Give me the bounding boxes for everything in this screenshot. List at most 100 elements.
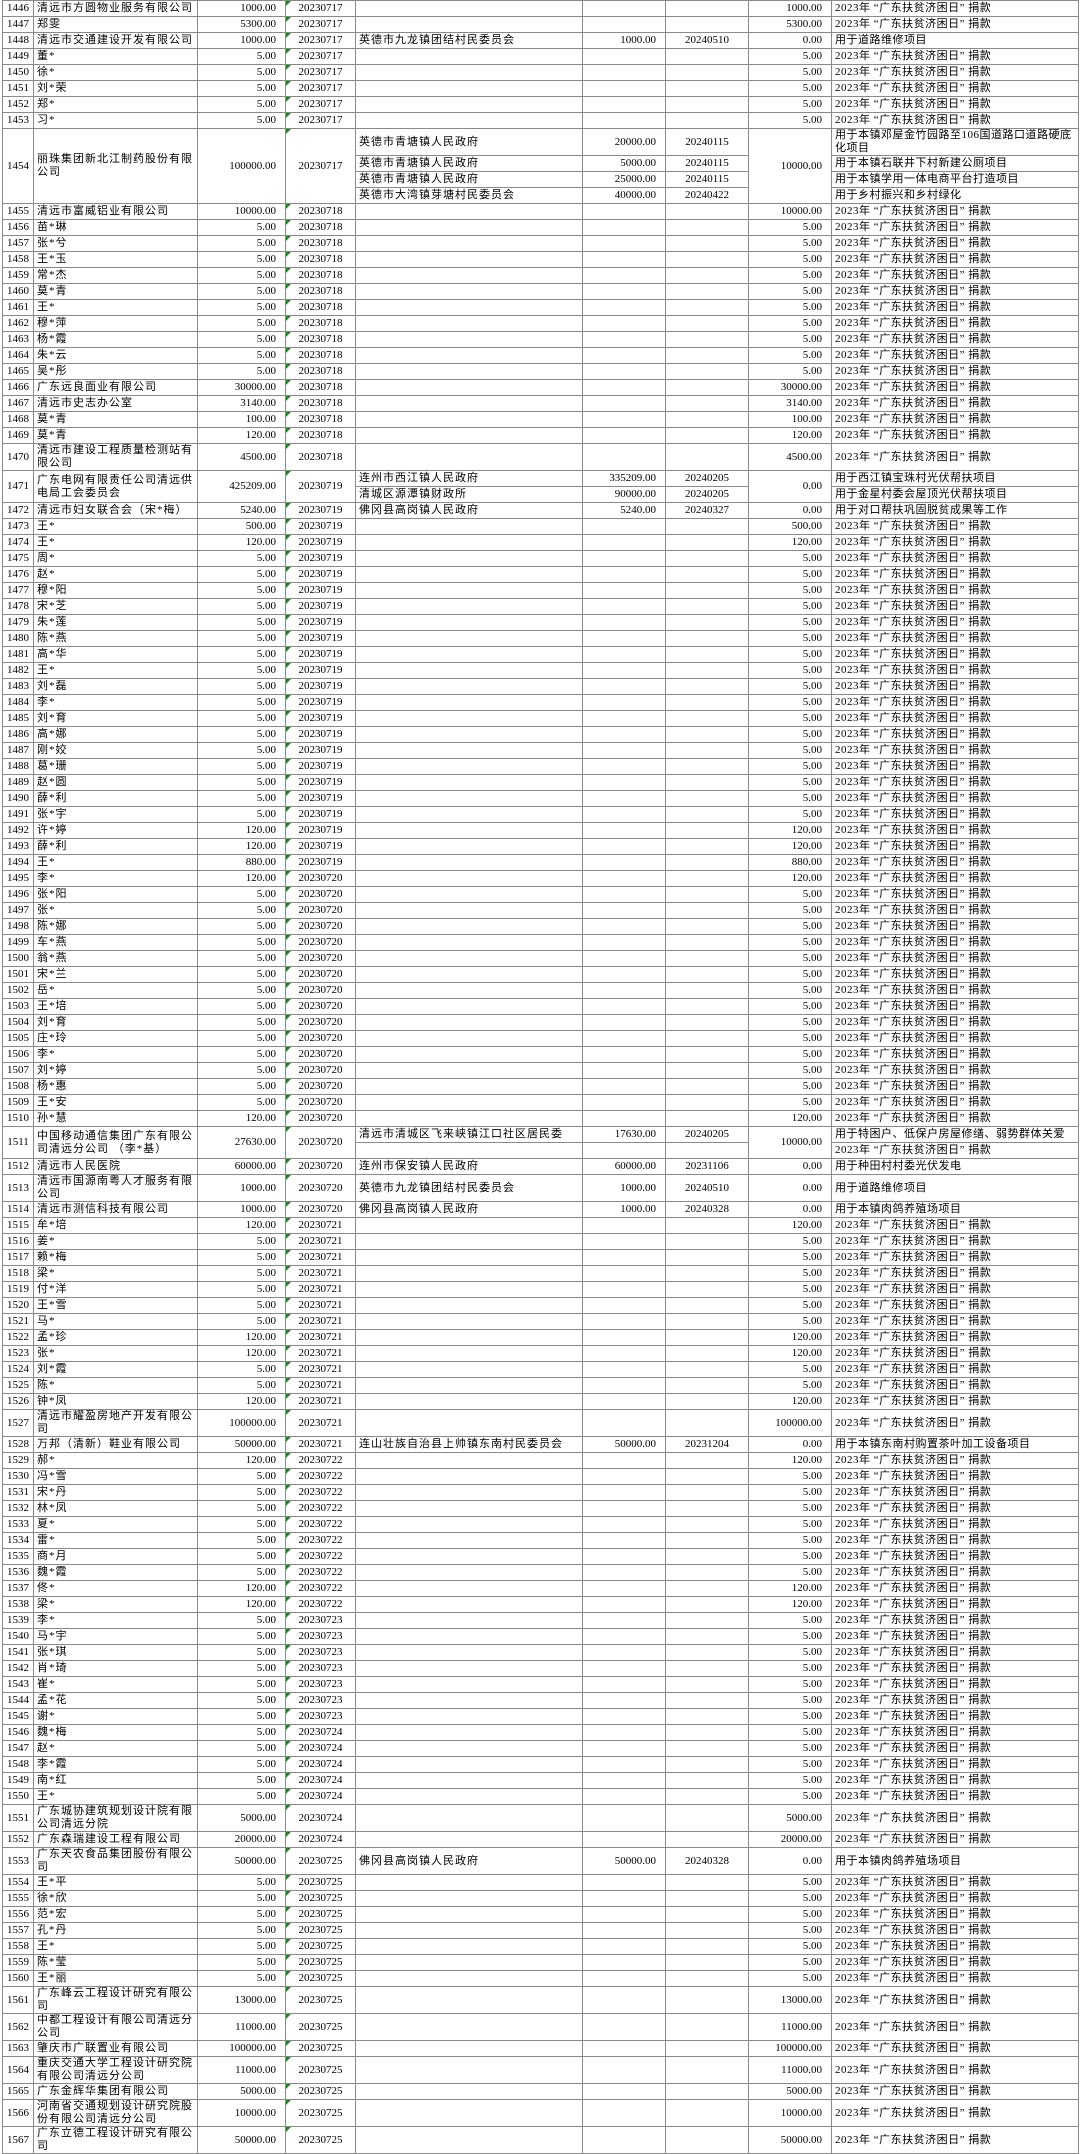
cell-donor[interactable]: 王* — [33, 854, 198, 871]
cell-donation-date[interactable]: 20230719 — [285, 518, 356, 535]
cell-seq[interactable]: 1535 — [2, 1548, 34, 1565]
cell-alloc-date[interactable] — [665, 1970, 749, 1987]
cell-alloc-date[interactable] — [665, 1265, 749, 1282]
cell-balance[interactable]: 5.00 — [748, 1014, 832, 1031]
cell-recipient[interactable] — [355, 1564, 583, 1581]
cell-donor[interactable]: 广东城协建筑规划设计院有限公司清远分院 — [33, 1804, 198, 1832]
cell-alloc-amount[interactable] — [582, 1564, 666, 1581]
cell-purpose[interactable]: 2023年 “广东扶贫济困日” 捐款 — [831, 1772, 1079, 1789]
cell-alloc-amount[interactable] — [582, 80, 666, 97]
cell-donation-amount[interactable]: 120.00 — [197, 534, 286, 551]
cell-donation-amount[interactable]: 10000.00 — [197, 203, 286, 220]
cell-seq[interactable]: 1553 — [2, 1847, 34, 1875]
cell-seq[interactable]: 1448 — [2, 32, 34, 49]
cell-recipient[interactable] — [355, 518, 583, 535]
cell-donation-date[interactable]: 20230725 — [285, 2040, 356, 2057]
cell-purpose[interactable]: 2023年 “广东扶贫济困日” 捐款 — [831, 934, 1079, 951]
cell-seq[interactable]: 1567 — [2, 2126, 34, 2154]
cell-seq[interactable]: 1456 — [2, 219, 34, 236]
cell-donor[interactable]: 朱*云 — [33, 347, 198, 364]
cell-alloc-date[interactable] — [665, 1500, 749, 1517]
cell-purpose[interactable]: 用于对口帮扶巩固脱贫成果等工作 — [831, 502, 1079, 519]
cell-seq[interactable]: 1491 — [2, 806, 34, 823]
cell-alloc-date[interactable] — [665, 1014, 749, 1031]
cell-recipient[interactable] — [355, 1345, 583, 1362]
cell-balance[interactable]: 5.00 — [748, 1377, 832, 1394]
cell-alloc-amount[interactable] — [582, 1676, 666, 1693]
cell-alloc-amount[interactable] — [582, 1062, 666, 1079]
cell-donation-amount[interactable]: 27630.00 — [197, 1126, 286, 1159]
cell-alloc-date[interactable] — [665, 550, 749, 567]
cell-donation-amount[interactable]: 5.00 — [197, 1922, 286, 1939]
cell-seq[interactable]: 1495 — [2, 870, 34, 887]
cell-donation-date[interactable]: 20230717 — [285, 16, 356, 33]
cell-alloc-amount[interactable] — [582, 1788, 666, 1805]
cell-donation-amount[interactable]: 120.00 — [197, 822, 286, 839]
cell-donation-amount[interactable]: 5.00 — [197, 998, 286, 1015]
cell-balance[interactable]: 5.00 — [748, 1233, 832, 1250]
cell-donation-amount[interactable]: 5.00 — [197, 1660, 286, 1677]
cell-alloc-amount[interactable] — [582, 1644, 666, 1661]
cell-donor[interactable]: 清远市富威铝业有限公司 — [33, 203, 198, 220]
cell-purpose[interactable]: 2023年 “广东扶贫济困日” 捐款 — [831, 742, 1079, 759]
cell-seq[interactable]: 1493 — [2, 838, 34, 855]
cell-purpose[interactable]: 2023年 “广东扶贫济困日” 捐款 — [831, 251, 1079, 268]
cell-balance[interactable]: 5000.00 — [748, 1804, 832, 1832]
cell-purpose[interactable]: 2023年 “广东扶贫济困日” 捐款 — [831, 1954, 1079, 1971]
cell-purpose[interactable]: 2023年 “广东扶贫济困日” 捐款 — [831, 662, 1079, 679]
cell-donor[interactable]: 清远市耀盈房地产开发有限公司 — [33, 1409, 198, 1437]
cell-seq[interactable]: 1552 — [2, 1831, 34, 1848]
cell-donor[interactable]: 李* — [33, 870, 198, 887]
cell-donor[interactable]: 广东立德工程设计研究有限公司 — [33, 2126, 198, 2154]
cell-donor[interactable]: 张*阳 — [33, 886, 198, 903]
cell-donation-amount[interactable]: 120.00 — [197, 1345, 286, 1362]
cell-donation-date[interactable]: 20230720 — [285, 1062, 356, 1079]
cell-donation-date[interactable]: 20230718 — [285, 283, 356, 300]
cell-alloc-date[interactable] — [665, 534, 749, 551]
cell-donation-date[interactable]: 20230717 — [285, 96, 356, 113]
cell-donation-amount[interactable]: 5.00 — [197, 646, 286, 663]
cell-alloc-amount[interactable] — [582, 2040, 666, 2057]
cell-donation-date[interactable]: 20230723 — [285, 1692, 356, 1709]
cell-donation-date[interactable]: 20230719 — [285, 790, 356, 807]
cell-purpose[interactable]: 2023年 “广东扶贫济困日” 捐款 — [831, 1377, 1079, 1394]
cell-donation-date[interactable]: 20230719 — [285, 758, 356, 775]
cell-purpose[interactable]: 2023年 “广东扶贫济困日” 捐款 — [831, 395, 1079, 412]
cell-recipient[interactable] — [355, 854, 583, 871]
cell-seq[interactable]: 1465 — [2, 363, 34, 380]
cell-purpose[interactable]: 用于本镇石联井下村新建公厕项目 — [831, 155, 1079, 172]
cell-seq[interactable]: 1460 — [2, 283, 34, 300]
cell-donation-date[interactable]: 20230719 — [285, 646, 356, 663]
cell-alloc-date[interactable] — [665, 315, 749, 332]
cell-donation-amount[interactable]: 5.00 — [197, 742, 286, 759]
cell-purpose[interactable]: 2023年 “广东扶贫济困日” 捐款 — [831, 1938, 1079, 1955]
cell-seq[interactable]: 1533 — [2, 1516, 34, 1533]
cell-donation-amount[interactable]: 5.00 — [197, 1772, 286, 1789]
cell-balance[interactable]: 10000.00 — [748, 128, 832, 204]
cell-donor[interactable]: 清远市国源南粤人才服务有限公司 — [33, 1174, 198, 1202]
cell-balance[interactable]: 5.00 — [748, 235, 832, 252]
cell-balance[interactable]: 5.00 — [748, 1676, 832, 1693]
cell-seq[interactable]: 1497 — [2, 902, 34, 919]
cell-recipient[interactable] — [355, 1361, 583, 1378]
cell-balance[interactable]: 5.00 — [748, 1612, 832, 1629]
cell-purpose[interactable]: 2023年 “广东扶贫济困日” 捐款 — [831, 534, 1079, 551]
cell-balance[interactable]: 5.00 — [748, 646, 832, 663]
cell-seq[interactable]: 1462 — [2, 315, 34, 332]
cell-seq[interactable]: 1478 — [2, 598, 34, 615]
cell-recipient[interactable] — [355, 1874, 583, 1891]
cell-donation-amount[interactable]: 5.00 — [197, 1249, 286, 1266]
cell-donation-amount[interactable]: 5.00 — [197, 758, 286, 775]
cell-recipient[interactable] — [355, 1756, 583, 1773]
cell-donation-amount[interactable]: 20000.00 — [197, 1831, 286, 1848]
cell-purpose[interactable]: 2023年 “广东扶贫济困日” 捐款 — [831, 235, 1079, 252]
cell-donation-date[interactable]: 20230724 — [285, 1740, 356, 1757]
cell-purpose[interactable]: 用于乡村振兴和乡村绿化 — [831, 187, 1079, 204]
cell-seq[interactable]: 1519 — [2, 1281, 34, 1298]
cell-seq[interactable]: 1463 — [2, 331, 34, 348]
cell-purpose[interactable]: 2023年 “广东扶贫济困日” 捐款 — [831, 758, 1079, 775]
cell-donor[interactable]: 王* — [33, 662, 198, 679]
cell-alloc-amount[interactable] — [582, 982, 666, 999]
cell-balance[interactable]: 5.00 — [748, 1740, 832, 1757]
cell-balance[interactable]: 0.00 — [748, 1436, 832, 1453]
